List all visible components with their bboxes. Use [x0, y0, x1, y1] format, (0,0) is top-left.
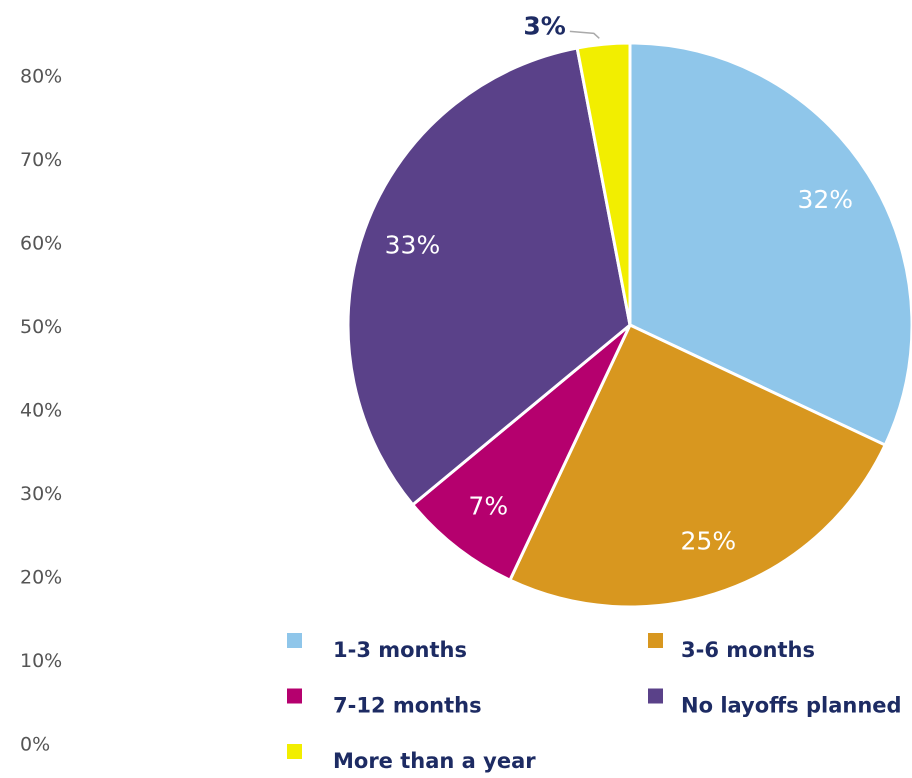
data-label: 7% — [468, 492, 508, 521]
pie-slice — [410, 323, 632, 583]
y-tick-label: 40% — [20, 400, 62, 422]
leader-line — [569, 30, 600, 39]
pie-slice — [507, 323, 888, 609]
legend-swatch — [648, 688, 663, 704]
y-tick-label: 70% — [20, 149, 62, 171]
data-label: 32% — [797, 185, 853, 214]
y-tick-label: 0% — [20, 734, 50, 756]
y-tick-label: 20% — [20, 567, 62, 589]
pie-slice — [628, 41, 912, 448]
legend-label: More than a year — [333, 749, 536, 773]
legend-swatch — [287, 744, 302, 759]
legend-swatch — [648, 633, 663, 648]
data-label: 3% — [523, 11, 565, 40]
y-tick-label: 50% — [20, 316, 62, 338]
legend-swatch — [287, 688, 302, 704]
data-label: 33% — [385, 231, 441, 260]
y-tick-label: 30% — [20, 483, 62, 505]
y-tick-label: 10% — [20, 650, 62, 672]
data-label: 25% — [681, 527, 737, 556]
y-tick-label: 60% — [20, 233, 62, 255]
legend-label: 3-6 months — [681, 638, 815, 662]
legend-label: 7-12 months — [333, 694, 482, 718]
legend-swatch — [287, 633, 302, 648]
legend-label: 1-3 months — [333, 638, 467, 662]
legend-label: No layoffs planned — [681, 694, 902, 718]
y-tick-label: 80% — [20, 66, 62, 88]
pie-slice — [346, 46, 632, 507]
pie-slice — [575, 41, 632, 326]
